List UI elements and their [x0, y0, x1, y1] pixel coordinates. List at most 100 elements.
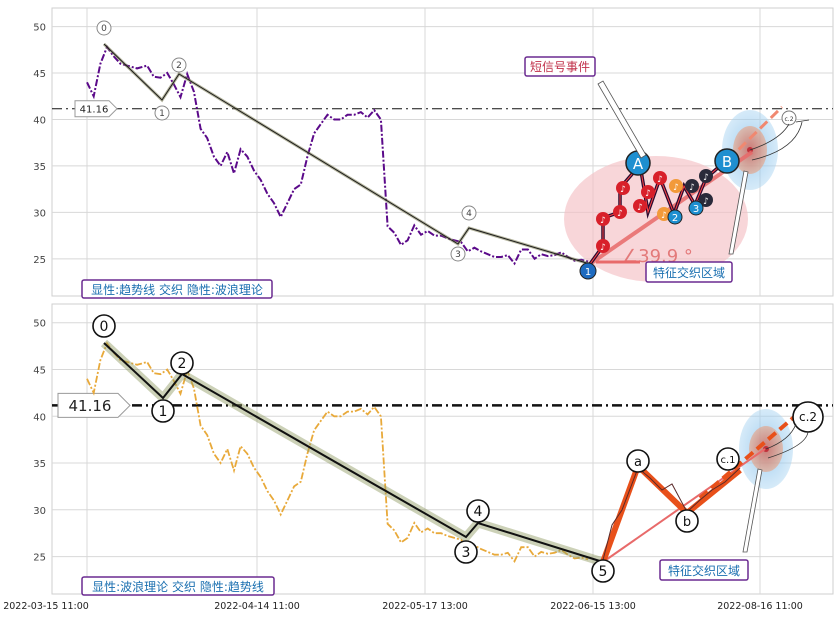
- y-tick-label: 30: [33, 208, 46, 219]
- x-tick-label: 2022-04-14 11:00: [214, 601, 300, 612]
- y-tick-label: 50: [33, 23, 46, 34]
- bottom-wave-circle-c1: [716, 447, 740, 471]
- bottom-trend-line: [103, 342, 604, 563]
- top-target-arc-1: [749, 123, 790, 151]
- top-feature-zone-label: 特征交织区域: [653, 265, 725, 280]
- top-wave-label-B: B: [714, 148, 740, 174]
- bottom-wave-label-c2: c.2: [799, 410, 817, 424]
- top-trend-circle-3: [450, 246, 466, 262]
- top-c2-label: c.2: [784, 116, 793, 123]
- svg-text:♪: ♪: [600, 243, 606, 253]
- y-tick-label: 45: [33, 69, 46, 80]
- x-tick-labels: 2022-03-15 11:00 2022-04-14 11:00 2022-05-…: [3, 601, 803, 612]
- bottom-trend-label-3: 3: [462, 545, 471, 561]
- bottom-projection-line: [698, 410, 802, 500]
- svg-text:♪: ♪: [657, 175, 663, 185]
- bottom-wave-circle-b: [675, 509, 699, 533]
- svg-text:♪: ♪: [620, 185, 626, 195]
- bottom-target-arc-2: [767, 431, 809, 459]
- svg-text:♪: ♪: [645, 189, 651, 199]
- top-trend-circle-1: [154, 105, 170, 121]
- top-price-line: [86, 44, 589, 266]
- top-trend-label-3: 3: [455, 250, 461, 260]
- top-wave-text-B: B: [722, 153, 732, 171]
- x-tick-label: 2022-08-16 11:00: [717, 601, 803, 612]
- bottom-price-line: [86, 341, 589, 563]
- y-tick-label: 30: [33, 506, 46, 517]
- top-wave-text-1: 1: [585, 267, 591, 278]
- y-tick-label: 40: [33, 115, 46, 126]
- y-tick-label: 50: [33, 319, 46, 330]
- bottom-trend-label-5: 5: [599, 564, 608, 580]
- signal-event-label: 短信号事件: [530, 60, 590, 74]
- bottom-plot-area: [51, 303, 834, 595]
- bottom-trend-circle-2: [170, 351, 194, 375]
- top-feature-zone-box: [645, 261, 733, 283]
- top-trend-circle-2: [171, 57, 187, 73]
- svg-text:♪: ♪: [637, 203, 643, 213]
- reference-value-label: 41.16: [69, 397, 112, 415]
- top-trend-label-1: 1: [159, 109, 165, 119]
- top-caption: 显性:趋势线 交织 隐性:波浪理论: [91, 282, 263, 297]
- signal-event-box: [524, 56, 596, 77]
- top-note-markers: ♪ ♪ ♪ ♪ ♪ ♪ ♪ ♪ ♪ ♪ ♪ ♪: [596, 169, 713, 253]
- bottom-trend-circle-4: [466, 499, 490, 523]
- bottom-trend-label-1: 1: [159, 404, 168, 420]
- bottom-wave-circle-a: [626, 449, 650, 473]
- signal-event-arrow: [597, 80, 647, 159]
- x-tick-label: 2022-03-15 11:00: [3, 601, 89, 612]
- top-trend-label-2: 2: [176, 61, 182, 71]
- y-tick-label: 25: [33, 553, 46, 564]
- x-tick-label: 2022-06-15 13:00: [550, 601, 636, 612]
- top-ref-line: 41.16: [52, 100, 833, 118]
- top-y-ticks: 25 30 35 40 45 50: [33, 23, 46, 266]
- y-tick-label: 40: [33, 412, 46, 423]
- bottom-trend-label-4: 4: [474, 504, 483, 520]
- reference-value-box: [57, 392, 131, 418]
- reference-value-label: 41.16: [80, 104, 109, 115]
- bottom-ref-line: 41.16: [52, 392, 833, 418]
- top-feature-zone-arrow: [728, 170, 749, 255]
- svg-text:♪: ♪: [703, 173, 709, 183]
- y-tick-label: 35: [33, 162, 46, 173]
- bottom-feature-zone-box: [659, 559, 749, 581]
- top-wave-text-A: A: [633, 155, 644, 173]
- top-trend-label-4: 4: [466, 209, 472, 219]
- top-trend-circle-4: [461, 205, 477, 221]
- bottom-y-ticks: 25 30 35 40 45 50: [33, 319, 46, 564]
- svg-text:♪: ♪: [703, 197, 709, 207]
- top-wave-label-3: 3: [688, 200, 704, 216]
- top-wave-text-2: 2: [672, 213, 678, 224]
- y-tick-label: 45: [33, 365, 46, 376]
- top-trend-circle-0: [96, 20, 112, 36]
- top-wave-label-2: 2: [667, 209, 683, 225]
- y-tick-label: 25: [33, 255, 46, 266]
- x-tick-label: 2022-05-17 13:00: [382, 601, 468, 612]
- bottom-trend-label-2: 2: [178, 356, 187, 372]
- bottom-wave-label-a: a: [634, 455, 642, 470]
- top-wave-label-1: 1: [579, 262, 597, 280]
- bottom-wave-detail: [602, 467, 741, 561]
- top-trend-label-0: 0: [101, 24, 107, 34]
- bottom-trend-circle-1: [151, 399, 175, 423]
- top-target-tick: [795, 119, 810, 123]
- bottom-caption-box: [81, 576, 275, 596]
- bottom-feature-zone-arrow: [742, 468, 763, 553]
- top-c2-circle: [781, 110, 797, 126]
- bottom-wave-label-c1: c.1: [720, 455, 735, 466]
- bottom-trend-circle-5: [591, 559, 615, 583]
- bottom-target-arc-1: [765, 423, 797, 450]
- svg-text:♪: ♪: [600, 216, 606, 226]
- svg-text:♪: ♪: [661, 211, 667, 221]
- svg-text:♪: ♪: [617, 209, 623, 219]
- top-caption-box: [81, 279, 273, 299]
- bottom-caption: 显性:波浪理论 交织 隐性:趋势线: [92, 579, 264, 594]
- top-projection-line: [726, 105, 784, 162]
- bottom-trend-label-0: 0: [100, 319, 109, 335]
- bottom-grid: [52, 304, 833, 594]
- top-target-arc-2: [751, 121, 803, 161]
- bottom-trend-circle-0: [92, 314, 116, 338]
- bottom-feature-zone-label: 特征交织区域: [668, 563, 740, 578]
